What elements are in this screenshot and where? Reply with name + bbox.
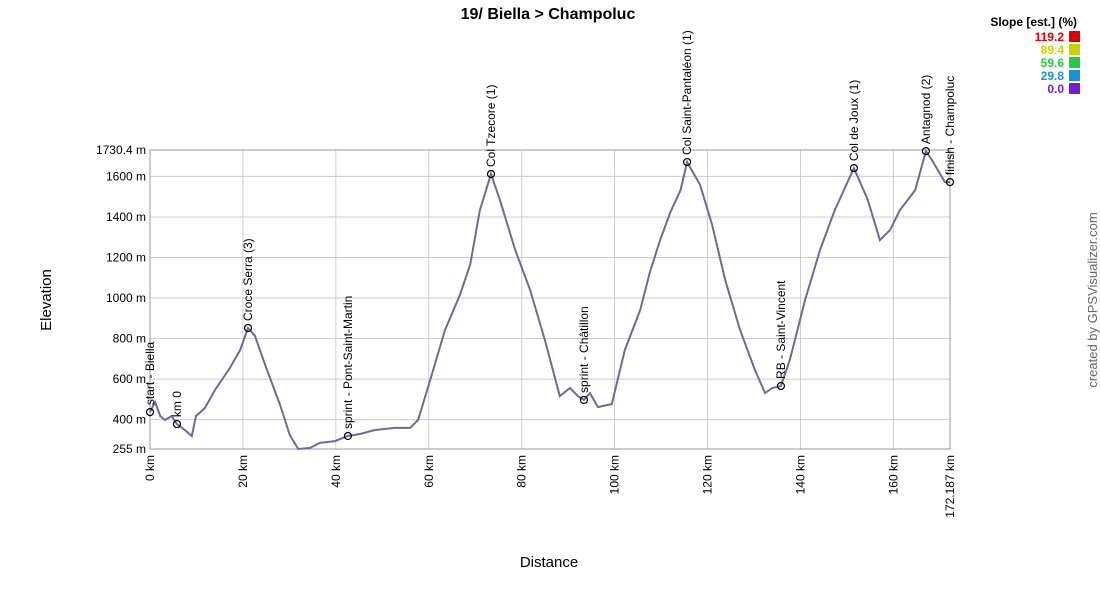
elevation-line — [149, 148, 950, 451]
waypoint-marker — [849, 164, 858, 173]
legend-swatch — [1069, 44, 1080, 55]
x-tick-label: 80 km — [515, 455, 529, 488]
legend-title: Slope [est.] (%) — [990, 15, 1077, 29]
x-tick-label: 172.187 km — [943, 455, 957, 518]
legend-label: 119.2 — [1035, 30, 1065, 44]
waypoint-marker — [243, 323, 253, 333]
x-tick-label: 140 km — [793, 455, 807, 494]
legend-swatch — [1069, 83, 1080, 94]
waypoint-marker — [343, 431, 353, 441]
y-tick-label: 1730.4 m — [96, 143, 146, 157]
y-tick-label: 1600 m — [106, 169, 146, 183]
waypoint-marker — [486, 169, 496, 179]
x-tick-label: 40 km — [329, 455, 343, 488]
y-tick-label: 800 m — [113, 332, 146, 346]
x-tick-label: 120 km — [701, 455, 715, 494]
x-axis-label: Distance — [520, 554, 578, 571]
waypoint-marker — [145, 408, 155, 417]
x-tick-label: 20 km — [236, 455, 250, 488]
y-tick-label: 600 m — [113, 372, 146, 386]
waypoint-marker — [921, 146, 931, 156]
legend-label: 89.4 — [1041, 43, 1065, 57]
waypoint-label: sprint - Pont-Saint-Martin — [341, 296, 355, 429]
waypoint-label: Col Tzecore (1) — [484, 85, 498, 167]
waypoint-label: sprint - Châtillon — [577, 306, 591, 393]
legend-swatch — [1069, 31, 1080, 42]
y-tick-label: 400 m — [113, 413, 146, 427]
y-tick-label: 1200 m — [106, 250, 146, 264]
y-tick-label: 255 m — [113, 442, 146, 456]
y-axis-label: Elevation — [38, 269, 55, 331]
waypoint-label: start - Biella — [143, 341, 157, 405]
legend-swatch — [1069, 70, 1080, 81]
waypoint-label: RB - Saint-Vincent — [774, 280, 788, 379]
y-tick-label: 1400 m — [106, 210, 146, 224]
waypoint-label: Col de Joux (1) — [847, 80, 861, 161]
waypoint-label: Croce Serra (3) — [241, 238, 255, 321]
waypoint-label: km 0 — [170, 391, 184, 417]
x-tick-label: 60 km — [422, 455, 436, 488]
waypoint-label: finish - Champoluc — [943, 76, 957, 175]
waypoint-marker — [945, 178, 955, 187]
chart-title: 19/ Biella > Champoluc — [461, 6, 636, 23]
legend-label: 0.0 — [1047, 82, 1064, 96]
y-tick-label: 1000 m — [106, 291, 146, 305]
x-tick-label: 160 km — [886, 455, 900, 494]
legend-swatch — [1069, 57, 1080, 68]
legend-label: 29.8 — [1041, 69, 1065, 83]
x-tick-label: 0 km — [143, 455, 157, 481]
waypoint-marker — [172, 419, 182, 429]
waypoint-marker — [776, 381, 786, 391]
plot-frame — [149, 149, 951, 450]
waypoint-marker — [682, 157, 692, 167]
legend-label: 59.6 — [1041, 56, 1065, 70]
waypoint-label: Col Saint-Pantaléon (1) — [680, 30, 694, 155]
x-tick-label: 100 km — [608, 455, 622, 494]
waypoint-marker — [579, 395, 589, 405]
waypoint-label: Antagnod (2) — [919, 75, 933, 144]
credit: created by GPSVisualizer.com — [1085, 212, 1100, 387]
